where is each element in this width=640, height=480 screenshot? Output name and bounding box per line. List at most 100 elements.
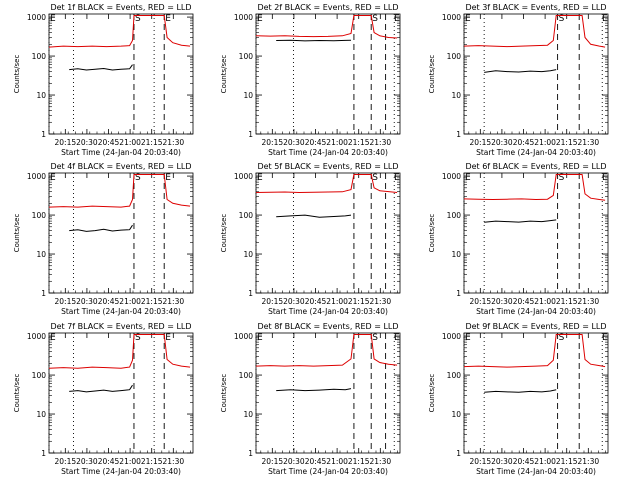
y-tick-label: 10 [451, 250, 461, 259]
x-tick-label: 20:15 [262, 457, 284, 466]
panel-title: Det 1f BLACK = Events, RED = LLD [50, 3, 191, 12]
marker-label: E [50, 173, 56, 183]
series-events [69, 224, 133, 232]
marker-label: S [372, 173, 378, 183]
y-tick-label: 1000 [27, 332, 46, 341]
marker-label: S [135, 173, 141, 183]
x-tick-label: 21:15 [141, 457, 163, 466]
series-lld [463, 334, 606, 368]
y-tick-label: 1 [456, 289, 461, 298]
x-tick-label: 21:15 [556, 138, 578, 147]
x-tick-label: 20:15 [470, 138, 492, 147]
series-lld [255, 334, 398, 367]
x-tick-label: 21:00 [326, 457, 348, 466]
y-tick-label: 100 [447, 371, 462, 380]
x-tick-label: 21:30 [163, 138, 185, 147]
x-tick-label: 20:30 [491, 297, 513, 306]
x-tick-label: 20:30 [283, 457, 305, 466]
x-tick-label: 20:45 [98, 297, 120, 306]
x-tick-label: 20:45 [513, 457, 535, 466]
marker-label: S [559, 333, 565, 343]
series-lld [48, 174, 191, 208]
panel-title: Det 6f BLACK = Events, RED = LLD [465, 162, 606, 171]
panel-title: Det 9f BLACK = Events, RED = LLD [465, 322, 606, 331]
x-axis-label: Start Time (24-Jan-04 20:03:40) [476, 148, 596, 157]
panel-9: Det 9f BLACK = Events, RED = LLD 1 10 100 10… [428, 322, 609, 476]
x-tick-label: 20:30 [491, 457, 513, 466]
y-tick-label: 1 [41, 289, 46, 298]
y-tick-label: 1000 [442, 332, 461, 341]
y-tick-label: 100 [447, 52, 462, 61]
x-tick-label: 20:30 [76, 138, 98, 147]
plot-frame [48, 332, 194, 454]
x-tick-label: 21:15 [348, 297, 370, 306]
y-tick-label: 1 [41, 130, 46, 139]
marker-label: S [135, 14, 141, 24]
panel-7: Det 7f BLACK = Events, RED = LLD 1 10 100 10… [13, 322, 194, 476]
x-tick-label: 21:30 [163, 457, 185, 466]
marker-label: S [135, 333, 141, 343]
marker-label: E [394, 173, 400, 183]
x-tick-label: 20:30 [283, 297, 305, 306]
x-axis-label: Start Time (24-Jan-04 20:03:40) [268, 148, 388, 157]
x-tick-label: 20:45 [513, 138, 535, 147]
x-tick-label: 20:45 [98, 138, 120, 147]
x-tick-label: 21:00 [326, 138, 348, 147]
series-events [276, 39, 352, 42]
series-events [484, 69, 557, 73]
panel-3: Det 3f BLACK = Events, RED = LLD 1 10 100 10… [428, 3, 609, 157]
x-tick-label: 20:15 [470, 297, 492, 306]
y-tick-label: 100 [239, 211, 254, 220]
y-tick-label: 1000 [442, 172, 461, 181]
series-events [276, 388, 352, 392]
series-events [69, 64, 133, 71]
y-tick-label: 10 [36, 410, 46, 419]
y-axis-label: Counts/sec [220, 55, 228, 94]
panel-title: Det 7f BLACK = Events, RED = LLD [50, 322, 191, 331]
plot-frame [463, 332, 609, 454]
marker-label: E [50, 333, 56, 343]
y-tick-label: 10 [243, 410, 253, 419]
x-tick-label: 21:30 [163, 297, 185, 306]
marker-label: E [257, 14, 263, 24]
x-tick-label: 21:15 [141, 138, 163, 147]
y-tick-label: 1000 [234, 172, 253, 181]
x-tick-label: 20:15 [262, 297, 284, 306]
x-tick-label: 21:30 [370, 138, 392, 147]
x-axis-label: Start Time (24-Jan-04 20:03:40) [268, 307, 388, 316]
series-events [484, 389, 557, 393]
panel-title: Det 8f BLACK = Events, RED = LLD [257, 322, 398, 331]
x-tick-label: 21:00 [119, 138, 141, 147]
x-tick-label: 21:15 [556, 297, 578, 306]
y-tick-label: 100 [239, 52, 254, 61]
marker-label: S [559, 14, 565, 24]
x-tick-label: 20:45 [305, 297, 327, 306]
y-axis-label: Counts/sec [428, 55, 436, 94]
x-tick-label: 21:30 [370, 297, 392, 306]
x-tick-label: 21:00 [534, 138, 556, 147]
x-tick-label: 20:15 [55, 457, 77, 466]
x-tick-label: 21:00 [119, 297, 141, 306]
y-axis-label: Counts/sec [220, 374, 228, 413]
y-tick-label: 10 [243, 250, 253, 259]
marker-label: S [372, 333, 378, 343]
x-tick-label: 21:15 [556, 457, 578, 466]
panel-title: Det 5f BLACK = Events, RED = LLD [257, 162, 398, 171]
x-tick-label: 20:45 [98, 457, 120, 466]
panel-5: Det 5f BLACK = Events, RED = LLD 1 10 100 10… [220, 162, 401, 316]
x-tick-label: 20:15 [55, 138, 77, 147]
panel-title: Det 4f BLACK = Events, RED = LLD [50, 162, 191, 171]
y-tick-label: 1000 [442, 13, 461, 22]
marker-label: E [257, 333, 263, 343]
x-tick-label: 21:30 [578, 297, 600, 306]
x-tick-label: 21:00 [534, 297, 556, 306]
plot-frame [48, 13, 194, 135]
plot-frame [255, 172, 401, 294]
series-lld [255, 15, 398, 39]
y-tick-label: 1 [248, 449, 253, 458]
panel-1: Det 1f BLACK = Events, RED = LLD 1 10 100 10… [13, 3, 194, 157]
y-axis-label: Counts/sec [428, 214, 436, 253]
y-tick-label: 100 [32, 211, 47, 220]
x-tick-label: 20:30 [76, 457, 98, 466]
